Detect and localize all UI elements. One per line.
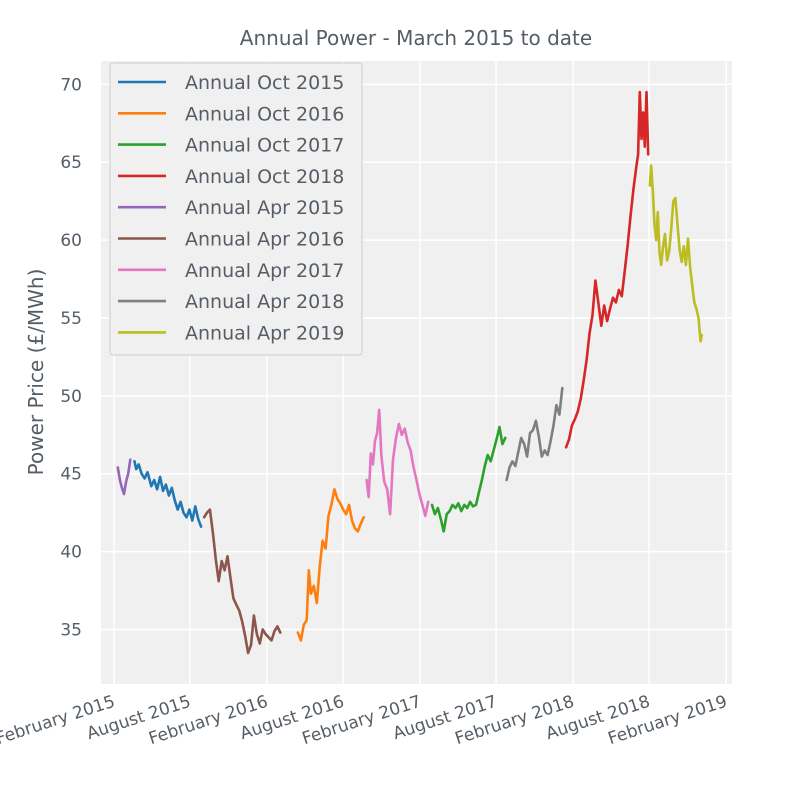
series-line-2 bbox=[430, 425, 507, 533]
series-line-5 bbox=[202, 508, 282, 655]
legend-label: Annual Oct 2016 bbox=[185, 103, 344, 125]
y-tick-label: 35 bbox=[60, 620, 82, 640]
y-tick-label: 55 bbox=[60, 309, 82, 329]
series-line-1 bbox=[296, 487, 366, 642]
series-line-6 bbox=[365, 408, 430, 518]
legend-box bbox=[109, 62, 363, 356]
series-line-3 bbox=[564, 90, 650, 449]
chart-title: Annual Power - March 2015 to date bbox=[240, 26, 592, 50]
y-tick-label: 50 bbox=[60, 387, 82, 407]
y-tick-label: 70 bbox=[60, 75, 82, 95]
y-tick-label: 45 bbox=[60, 465, 82, 485]
y-tick-label: 40 bbox=[60, 543, 82, 563]
y-axis-label: Power Price (£/MWh) bbox=[24, 269, 48, 476]
legend-label: Annual Apr 2015 bbox=[185, 197, 344, 219]
y-tick-label: 60 bbox=[60, 231, 82, 251]
legend-label: Annual Oct 2018 bbox=[185, 166, 344, 188]
legend: Annual Oct 2015 Annual Oct 2016 Annual Oct… bbox=[109, 62, 363, 356]
legend-items: Annual Oct 2015 Annual Oct 2016 Annual Oct… bbox=[118, 72, 344, 344]
y-tick-label: 65 bbox=[60, 153, 82, 173]
legend-label: Annual Apr 2019 bbox=[185, 322, 344, 344]
series-line-4 bbox=[116, 458, 132, 496]
legend-label: Annual Apr 2016 bbox=[185, 229, 344, 251]
y-axis-ticks: 35 40 45 50 55 60 65 70 bbox=[60, 75, 82, 640]
series-lines bbox=[116, 90, 704, 655]
legend-label: Annual Apr 2017 bbox=[185, 260, 344, 282]
series-line-7 bbox=[505, 386, 564, 482]
legend-label: Annual Oct 2015 bbox=[185, 72, 344, 94]
series-line-8 bbox=[648, 164, 704, 343]
legend-label: Annual Oct 2017 bbox=[185, 135, 344, 157]
legend-label: Annual Apr 2018 bbox=[185, 291, 344, 313]
series-line-0 bbox=[133, 459, 203, 529]
